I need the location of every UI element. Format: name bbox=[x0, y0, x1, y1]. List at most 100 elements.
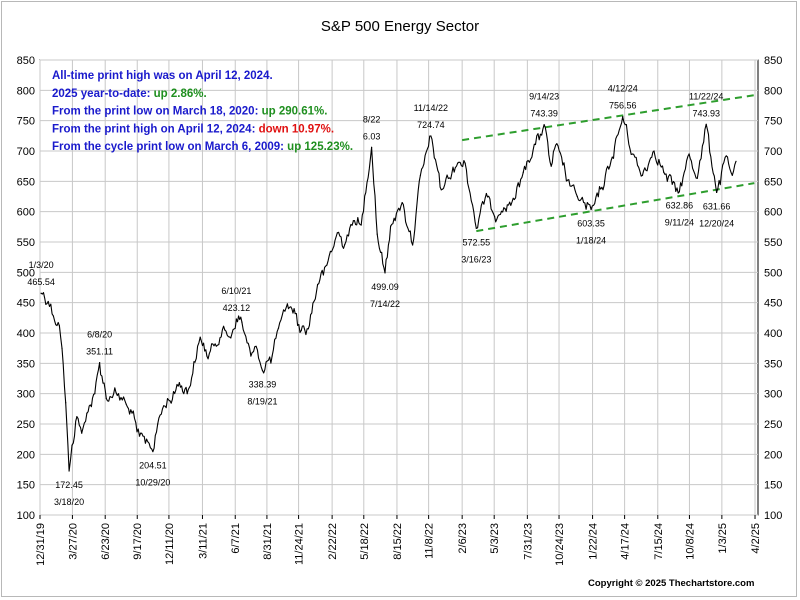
x-tick-label: 8/31/21 bbox=[262, 523, 274, 560]
y-tick-label-right: 200 bbox=[764, 449, 782, 461]
trendlines bbox=[462, 94, 755, 233]
y-tick-label-right: 700 bbox=[764, 146, 782, 158]
annotation-label: 9/14/23 bbox=[529, 92, 559, 102]
y-tick-label-left: 200 bbox=[17, 449, 35, 461]
series-point bbox=[99, 362, 101, 364]
series-point bbox=[241, 321, 243, 323]
series-point bbox=[705, 123, 707, 125]
series-point bbox=[250, 355, 252, 357]
trendline bbox=[462, 94, 755, 142]
y-tick-label-left: 350 bbox=[17, 358, 35, 370]
annotation-label: 572.55 bbox=[463, 237, 491, 247]
series-point bbox=[224, 329, 226, 331]
copyright-text: Copyright © 2025 Thechartstore.com bbox=[588, 578, 755, 589]
info-segment: From the cycle print low on March 6, 200… bbox=[52, 141, 287, 153]
series-point bbox=[430, 135, 432, 137]
series-point bbox=[440, 189, 442, 191]
series-point bbox=[138, 435, 141, 437]
series-point bbox=[336, 232, 338, 234]
series-point bbox=[68, 470, 70, 472]
series-point bbox=[590, 209, 592, 211]
y-tick-label-right: 800 bbox=[764, 85, 782, 97]
x-tick-label: 8/15/22 bbox=[392, 523, 404, 560]
series-points bbox=[40, 116, 737, 472]
series-point bbox=[485, 192, 487, 195]
annotation-label: 8/22 bbox=[363, 114, 381, 124]
y-tick-label-left: 650 bbox=[17, 176, 35, 188]
annotation-label: 499.09 bbox=[371, 282, 399, 292]
x-tick-label: 7/31/23 bbox=[522, 523, 534, 560]
series-point bbox=[76, 416, 78, 418]
series-point bbox=[688, 153, 690, 155]
x-tick-label: 12/31/19 bbox=[35, 523, 47, 566]
x-tick-label: 2/6/23 bbox=[457, 523, 469, 554]
annotation-label: 204.51 bbox=[139, 461, 167, 471]
info-line: From the print low on March 18, 2020: up… bbox=[52, 106, 327, 118]
series-point bbox=[513, 198, 515, 201]
y-tick-label-left: 850 bbox=[17, 55, 35, 67]
series-point bbox=[206, 355, 208, 357]
x-tick-label: 11/8/22 bbox=[424, 523, 436, 559]
series-point bbox=[71, 444, 73, 446]
y-tick-label-left: 150 bbox=[17, 480, 35, 492]
annotation-label: 3/16/23 bbox=[461, 254, 491, 264]
annotation-label: 603.35 bbox=[577, 219, 605, 229]
y-tick-label-left: 450 bbox=[17, 298, 35, 310]
y-tick-label-right: 750 bbox=[764, 116, 782, 128]
y-tick-label-left: 800 bbox=[17, 85, 35, 97]
info-line: All-time print high was on April 12, 202… bbox=[52, 70, 273, 82]
y-tick-label-right: 150 bbox=[764, 480, 782, 492]
annotation-label: 423.12 bbox=[223, 303, 251, 313]
series-point bbox=[152, 450, 154, 453]
series-point bbox=[105, 397, 107, 400]
series-point bbox=[457, 162, 459, 164]
info-segment: All-time print high was on April 12, 202… bbox=[52, 70, 273, 82]
series-point bbox=[390, 225, 392, 227]
annotation-label: 12/20/24 bbox=[699, 218, 734, 228]
series-point bbox=[371, 146, 373, 148]
annotation-label: 1/3/20 bbox=[29, 260, 54, 270]
y-tick-label-right: 450 bbox=[764, 298, 782, 310]
annotation-label: 743.39 bbox=[530, 109, 558, 119]
info-segment: From the print low on March 18, 2020: bbox=[52, 106, 262, 118]
series-point bbox=[716, 191, 718, 194]
info-segment: From the print high on April 12, 2024: bbox=[52, 123, 259, 135]
annotation-label: 6/10/21 bbox=[221, 286, 251, 296]
annotation-label: 11/14/22 bbox=[414, 103, 448, 113]
series-point bbox=[186, 393, 188, 395]
price-series-line bbox=[40, 116, 737, 472]
x-tick-label: 5/18/22 bbox=[359, 523, 371, 560]
info-box: All-time print high was on April 12, 202… bbox=[52, 70, 353, 153]
series-point bbox=[65, 402, 67, 404]
series-point bbox=[61, 347, 63, 349]
annotation-label: 631.66 bbox=[703, 201, 731, 211]
x-tick-label: 10/8/24 bbox=[684, 523, 696, 560]
y-tick-label-left: 700 bbox=[17, 146, 35, 158]
annotation-label: 338.39 bbox=[249, 379, 277, 389]
y-tick-label-right: 350 bbox=[764, 358, 782, 370]
x-tick-label: 4/17/24 bbox=[620, 523, 632, 560]
y-tick-label-left: 300 bbox=[17, 389, 35, 401]
series-point bbox=[294, 312, 296, 315]
series-point bbox=[307, 328, 309, 330]
annotation-label: 632.86 bbox=[666, 201, 694, 211]
series-point bbox=[94, 393, 96, 395]
series-point bbox=[731, 174, 733, 176]
series-point bbox=[384, 272, 386, 274]
series-point bbox=[199, 336, 201, 338]
annotation-label: 756.56 bbox=[609, 101, 637, 111]
series-point bbox=[316, 283, 319, 286]
annotation-label: 1/18/24 bbox=[576, 236, 606, 246]
y-tick-label-right: 550 bbox=[764, 237, 782, 249]
series-point bbox=[576, 195, 578, 198]
series-point bbox=[419, 174, 422, 176]
series-point bbox=[631, 153, 634, 155]
annotation-label: 724.74 bbox=[417, 120, 445, 130]
series-point bbox=[663, 171, 665, 173]
series-point bbox=[401, 201, 403, 204]
annotation-label: 11/22/24 bbox=[689, 91, 723, 101]
info-segment: up 125.23%. bbox=[287, 141, 353, 153]
series-point bbox=[344, 243, 346, 246]
info-segment: down 10.97%. bbox=[259, 123, 334, 135]
